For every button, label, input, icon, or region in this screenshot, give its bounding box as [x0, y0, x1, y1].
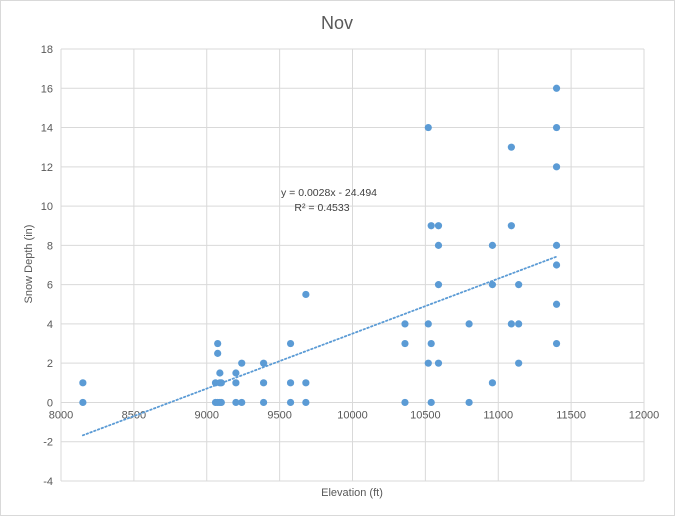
data-point: [427, 339, 435, 348]
data-point: [552, 84, 561, 92]
data-point: [507, 222, 515, 230]
data-point: [427, 398, 435, 407]
x-tick-label: 10500: [410, 409, 441, 421]
data-point: [488, 241, 497, 249]
x-tick-label: 11000: [483, 409, 513, 421]
data-point: [552, 163, 561, 171]
data-point: [259, 359, 268, 367]
data-point: [507, 143, 515, 151]
trendline-group: [81, 255, 558, 437]
x-tick-label: 10000: [337, 409, 368, 421]
data-point: [286, 379, 295, 387]
x-tick-label: 9500: [267, 409, 291, 421]
data-point: [424, 123, 432, 132]
y-tick-label: 8: [47, 240, 53, 252]
x-tick-label: 12000: [629, 409, 660, 421]
trendline: [81, 255, 558, 437]
data-point: [515, 359, 523, 367]
data-point: [216, 369, 224, 377]
data-point: [507, 320, 515, 328]
data-point: [259, 398, 268, 407]
data-point: [515, 320, 523, 328]
y-tick-label: -4: [43, 476, 53, 488]
x-tick-label: 9000: [195, 409, 219, 421]
data-point: [79, 398, 87, 407]
data-point: [552, 300, 561, 308]
x-tick-label: 11500: [556, 409, 586, 421]
data-point: [434, 281, 443, 289]
y-tick-label: 0: [47, 397, 53, 409]
data-point: [79, 379, 87, 387]
data-point: [232, 398, 240, 407]
data-point: [434, 359, 443, 367]
data-point: [214, 339, 222, 348]
data-point: [401, 398, 409, 407]
y-tick-label: 2: [47, 358, 53, 370]
data-point: [214, 349, 222, 357]
data-point: [465, 398, 473, 407]
x-tick-label: 8000: [49, 409, 73, 421]
gridlines: [60, 48, 645, 482]
x-axis-label: Elevation (ft): [321, 487, 383, 499]
data-point: [217, 398, 225, 407]
y-axis-label: Snow Depth (in): [23, 225, 35, 304]
data-point: [424, 320, 432, 328]
data-point: [302, 398, 310, 407]
data-point: [552, 123, 561, 132]
data-point: [238, 359, 246, 367]
data-point: [552, 339, 561, 348]
data-point: [465, 320, 473, 328]
y-tick-label: 16: [41, 83, 53, 95]
trendline-equation: y = 0.0028x - 24.494: [281, 187, 377, 199]
chart-title: Nov: [321, 13, 353, 33]
y-tick-label: -2: [43, 437, 53, 449]
data-point: [434, 241, 443, 249]
data-point: [232, 379, 240, 387]
data-point: [434, 222, 443, 230]
y-tick-label: 4: [47, 319, 53, 331]
data-point: [238, 398, 246, 407]
data-point: [401, 339, 409, 348]
data-point: [401, 320, 409, 328]
data-point: [286, 339, 295, 348]
y-tick-label: 12: [41, 162, 53, 174]
y-tick-label: 14: [41, 123, 53, 135]
data-point: [302, 290, 310, 299]
data-point: [427, 222, 435, 230]
data-point: [217, 379, 225, 387]
data-point: [552, 241, 561, 249]
data-point: [286, 398, 295, 407]
data-point: [424, 359, 432, 367]
y-tick-label: 10: [41, 201, 53, 213]
y-tick-label: 6: [47, 280, 53, 292]
data-point: [515, 281, 523, 289]
data-point: [488, 281, 497, 289]
data-point: [552, 261, 561, 269]
data-point: [488, 379, 497, 387]
data-point: [302, 379, 310, 387]
data-point: [232, 369, 240, 377]
data-points: [79, 84, 561, 407]
trendline-r-squared: R² = 0.4533: [294, 202, 349, 214]
data-point: [259, 379, 268, 387]
y-tick-label: 18: [41, 44, 53, 56]
